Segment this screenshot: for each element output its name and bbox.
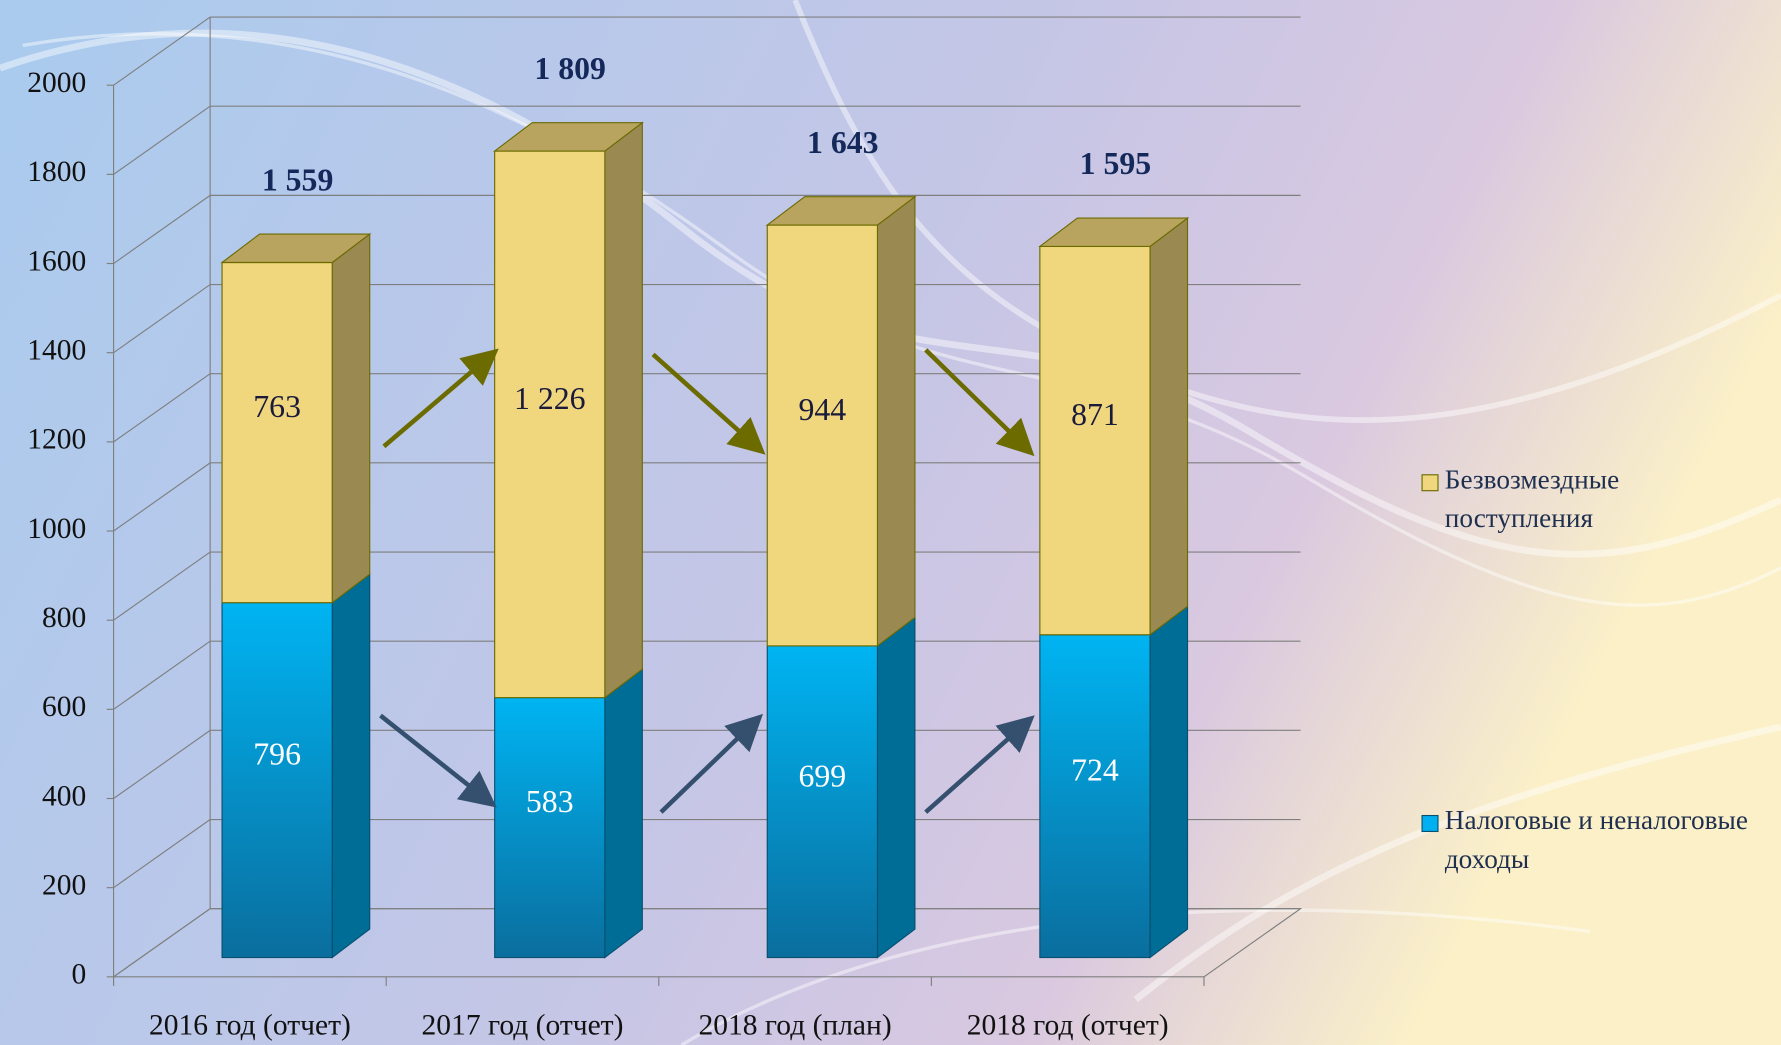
x-tick-label: 2017 год (отчет) xyxy=(422,1010,624,1042)
y-tick-label: 800 xyxy=(42,602,86,634)
bar xyxy=(1040,246,1150,634)
total-label: 1 595 xyxy=(1080,146,1152,181)
legend-swatch xyxy=(1422,816,1438,832)
value-label: 944 xyxy=(798,392,846,427)
bar xyxy=(222,603,332,958)
bar xyxy=(222,262,332,602)
y-tick-label: 200 xyxy=(42,869,86,901)
value-label: 763 xyxy=(253,389,301,424)
bar xyxy=(767,225,877,646)
x-tick-label: 2018 год (отчет) xyxy=(967,1010,1169,1042)
legend-entry: Налоговые и неналоговые доходы xyxy=(1445,802,1781,893)
bar-side xyxy=(1150,606,1187,957)
total-label: 1 809 xyxy=(534,51,606,86)
page: 0 200 400 600 800 1000 1200 1400 1600 1800 2000 201… xyxy=(0,0,1781,1045)
bar-side xyxy=(605,123,642,698)
bar-side xyxy=(877,618,914,958)
y-tick-label: 1800 xyxy=(27,156,86,188)
x-tick-label: 2018 год (план) xyxy=(699,1010,892,1042)
value-label: 699 xyxy=(798,758,846,793)
total-label: 1 559 xyxy=(262,162,334,197)
bar-side xyxy=(332,574,369,957)
y-tick-label: 1000 xyxy=(27,513,86,545)
y-tick-label: 1400 xyxy=(27,334,86,366)
y-tick-label: 1200 xyxy=(27,424,86,456)
legend-entry: Безвозмездные поступления xyxy=(1445,461,1781,552)
value-label: 1 226 xyxy=(514,381,586,416)
value-label: 583 xyxy=(526,784,574,819)
bar-side xyxy=(605,669,642,957)
value-label: 871 xyxy=(1071,397,1119,432)
y-tick-label: 2000 xyxy=(27,67,86,99)
bar xyxy=(495,151,605,698)
total-label: 1 643 xyxy=(807,125,879,160)
bar-side xyxy=(332,234,369,603)
value-label: 724 xyxy=(1071,753,1119,788)
bar xyxy=(495,698,605,958)
legend-label: Налоговые и неналоговые доходы xyxy=(1445,802,1781,879)
y-tick-label: 1600 xyxy=(27,245,86,277)
value-label: 796 xyxy=(253,737,301,772)
legend-label: Безвозмездные поступления xyxy=(1445,461,1672,538)
bar xyxy=(1040,635,1150,958)
chart: 0 200 400 600 800 1000 1200 1400 1600 1800 2000 201… xyxy=(0,0,1781,1045)
bar xyxy=(767,646,877,958)
bar-side xyxy=(877,197,914,646)
y-tick-label: 600 xyxy=(42,691,86,723)
y-tick-label: 0 xyxy=(72,959,87,991)
y-tick-label: 400 xyxy=(42,780,86,812)
x-tick-label: 2016 год (отчет) xyxy=(149,1010,351,1042)
bar-side xyxy=(1150,218,1187,635)
legend-swatch xyxy=(1422,475,1438,491)
